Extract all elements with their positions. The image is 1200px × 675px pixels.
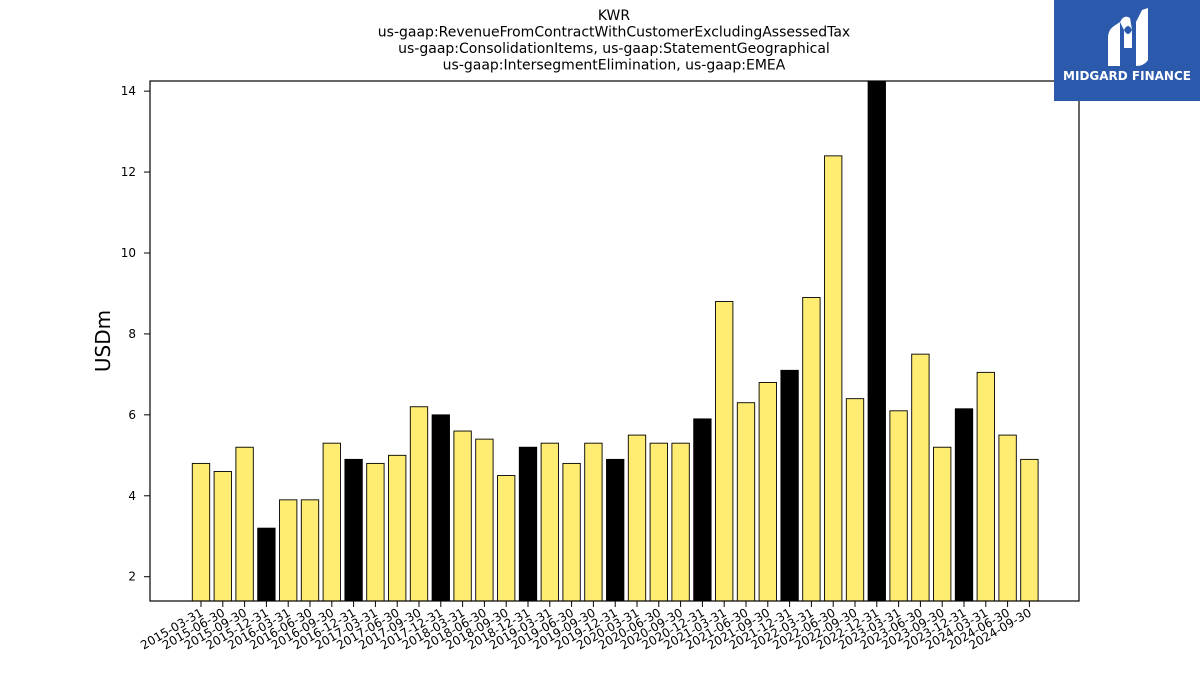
bar: [366, 462, 385, 602]
y-tick-label: 14: [121, 84, 136, 98]
bar: [388, 454, 407, 602]
bar: [279, 499, 298, 602]
bar: [715, 301, 734, 602]
y-axis-label: USDm: [91, 310, 115, 372]
bar: [540, 442, 559, 602]
logo-text: MIDGARD FINANCE: [1063, 69, 1191, 83]
bar: [998, 434, 1017, 602]
bar: [562, 462, 581, 602]
bar: [954, 408, 974, 602]
bar: [257, 527, 276, 602]
bar: [497, 475, 516, 602]
bar: [235, 446, 254, 602]
y-tick-label: 4: [128, 489, 136, 503]
bar: [933, 446, 952, 602]
bar: [889, 410, 908, 602]
bar: [475, 438, 494, 602]
bar: [322, 442, 341, 602]
bar: [802, 297, 821, 602]
y-tick-label: 10: [121, 246, 136, 260]
bar: [845, 398, 865, 602]
x-axis: 2015-03-312015-06-302015-09-302015-12-31…: [138, 601, 1034, 652]
y-axis: 2 4 6 8 10 12 14: [121, 84, 150, 584]
logo-mark-icon: [1108, 8, 1148, 66]
bar: [758, 382, 777, 602]
bar: [867, 80, 886, 602]
bar: [824, 155, 843, 602]
bar: [976, 371, 995, 602]
title-line: us-gaap:ConsolidationItems, us-gaap:Stat…: [398, 41, 830, 57]
bar: [780, 369, 799, 602]
bar: [191, 462, 211, 602]
bar: [213, 471, 232, 602]
title-line: us-gaap:RevenueFromContractWithCustomerE…: [378, 25, 850, 41]
bar: [627, 434, 647, 602]
bar: [671, 442, 690, 602]
bar: [584, 442, 603, 602]
bar: [344, 458, 363, 602]
y-tick-label: 2: [128, 570, 136, 584]
title-line: us-gaap:IntersegmentElimination, us-gaap…: [443, 58, 786, 74]
bar: [693, 418, 712, 602]
bar: [649, 442, 668, 602]
bar: [606, 458, 625, 602]
bars-group: [191, 80, 1039, 602]
bar: [911, 353, 930, 602]
bar: [453, 430, 472, 602]
plot-frame: [149, 80, 1080, 602]
bar: [736, 402, 756, 602]
bar: [409, 406, 429, 602]
bar: [1020, 458, 1039, 602]
bar: [431, 414, 450, 602]
y-tick-label: 6: [128, 408, 136, 422]
y-tick-label: 12: [121, 165, 136, 179]
title-line: KWR: [598, 8, 631, 24]
y-tick-label: 8: [128, 327, 136, 341]
bar: [518, 446, 538, 602]
chart-title: KWRus-gaap:RevenueFromContractWithCustom…: [378, 8, 850, 74]
bar: [300, 499, 320, 602]
midgard-finance-logo: MIDGARD FINANCE: [1054, 0, 1200, 101]
